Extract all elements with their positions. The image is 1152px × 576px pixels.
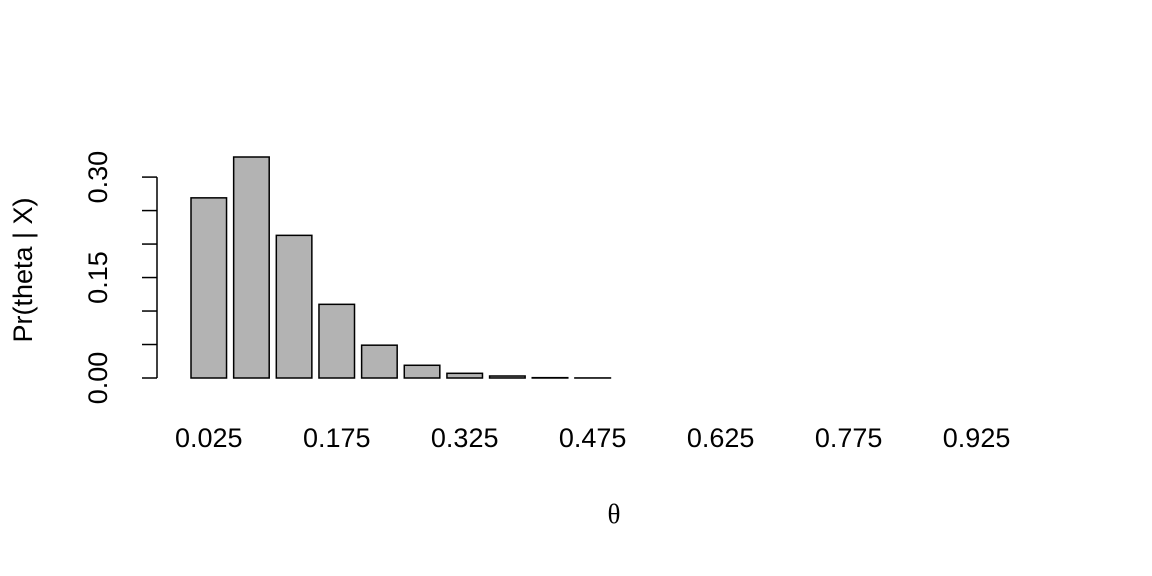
x-tick-label: 0.625	[687, 423, 755, 453]
bar	[488, 375, 526, 379]
x-tick-label: 0.475	[559, 423, 627, 453]
x-tick-label: 0.175	[303, 423, 371, 453]
bar	[446, 372, 484, 379]
x-tick-label: 0.775	[815, 423, 883, 453]
y-axis-label: Pr(theta | X)	[8, 197, 38, 342]
bar	[232, 156, 270, 379]
bar	[275, 234, 313, 379]
x-tick-label: 0.325	[431, 423, 499, 453]
y-tick-label: 0.00	[83, 352, 113, 405]
x-tick-label: 0.925	[943, 423, 1011, 453]
x-tick-label: 0.025	[175, 423, 243, 453]
x-axis-label: θ	[608, 499, 621, 529]
bar	[318, 303, 356, 379]
bar	[190, 197, 228, 379]
y-tick-label: 0.30	[83, 151, 113, 204]
bar	[360, 344, 398, 379]
bar	[403, 364, 441, 379]
y-tick-label: 0.15	[83, 251, 113, 304]
